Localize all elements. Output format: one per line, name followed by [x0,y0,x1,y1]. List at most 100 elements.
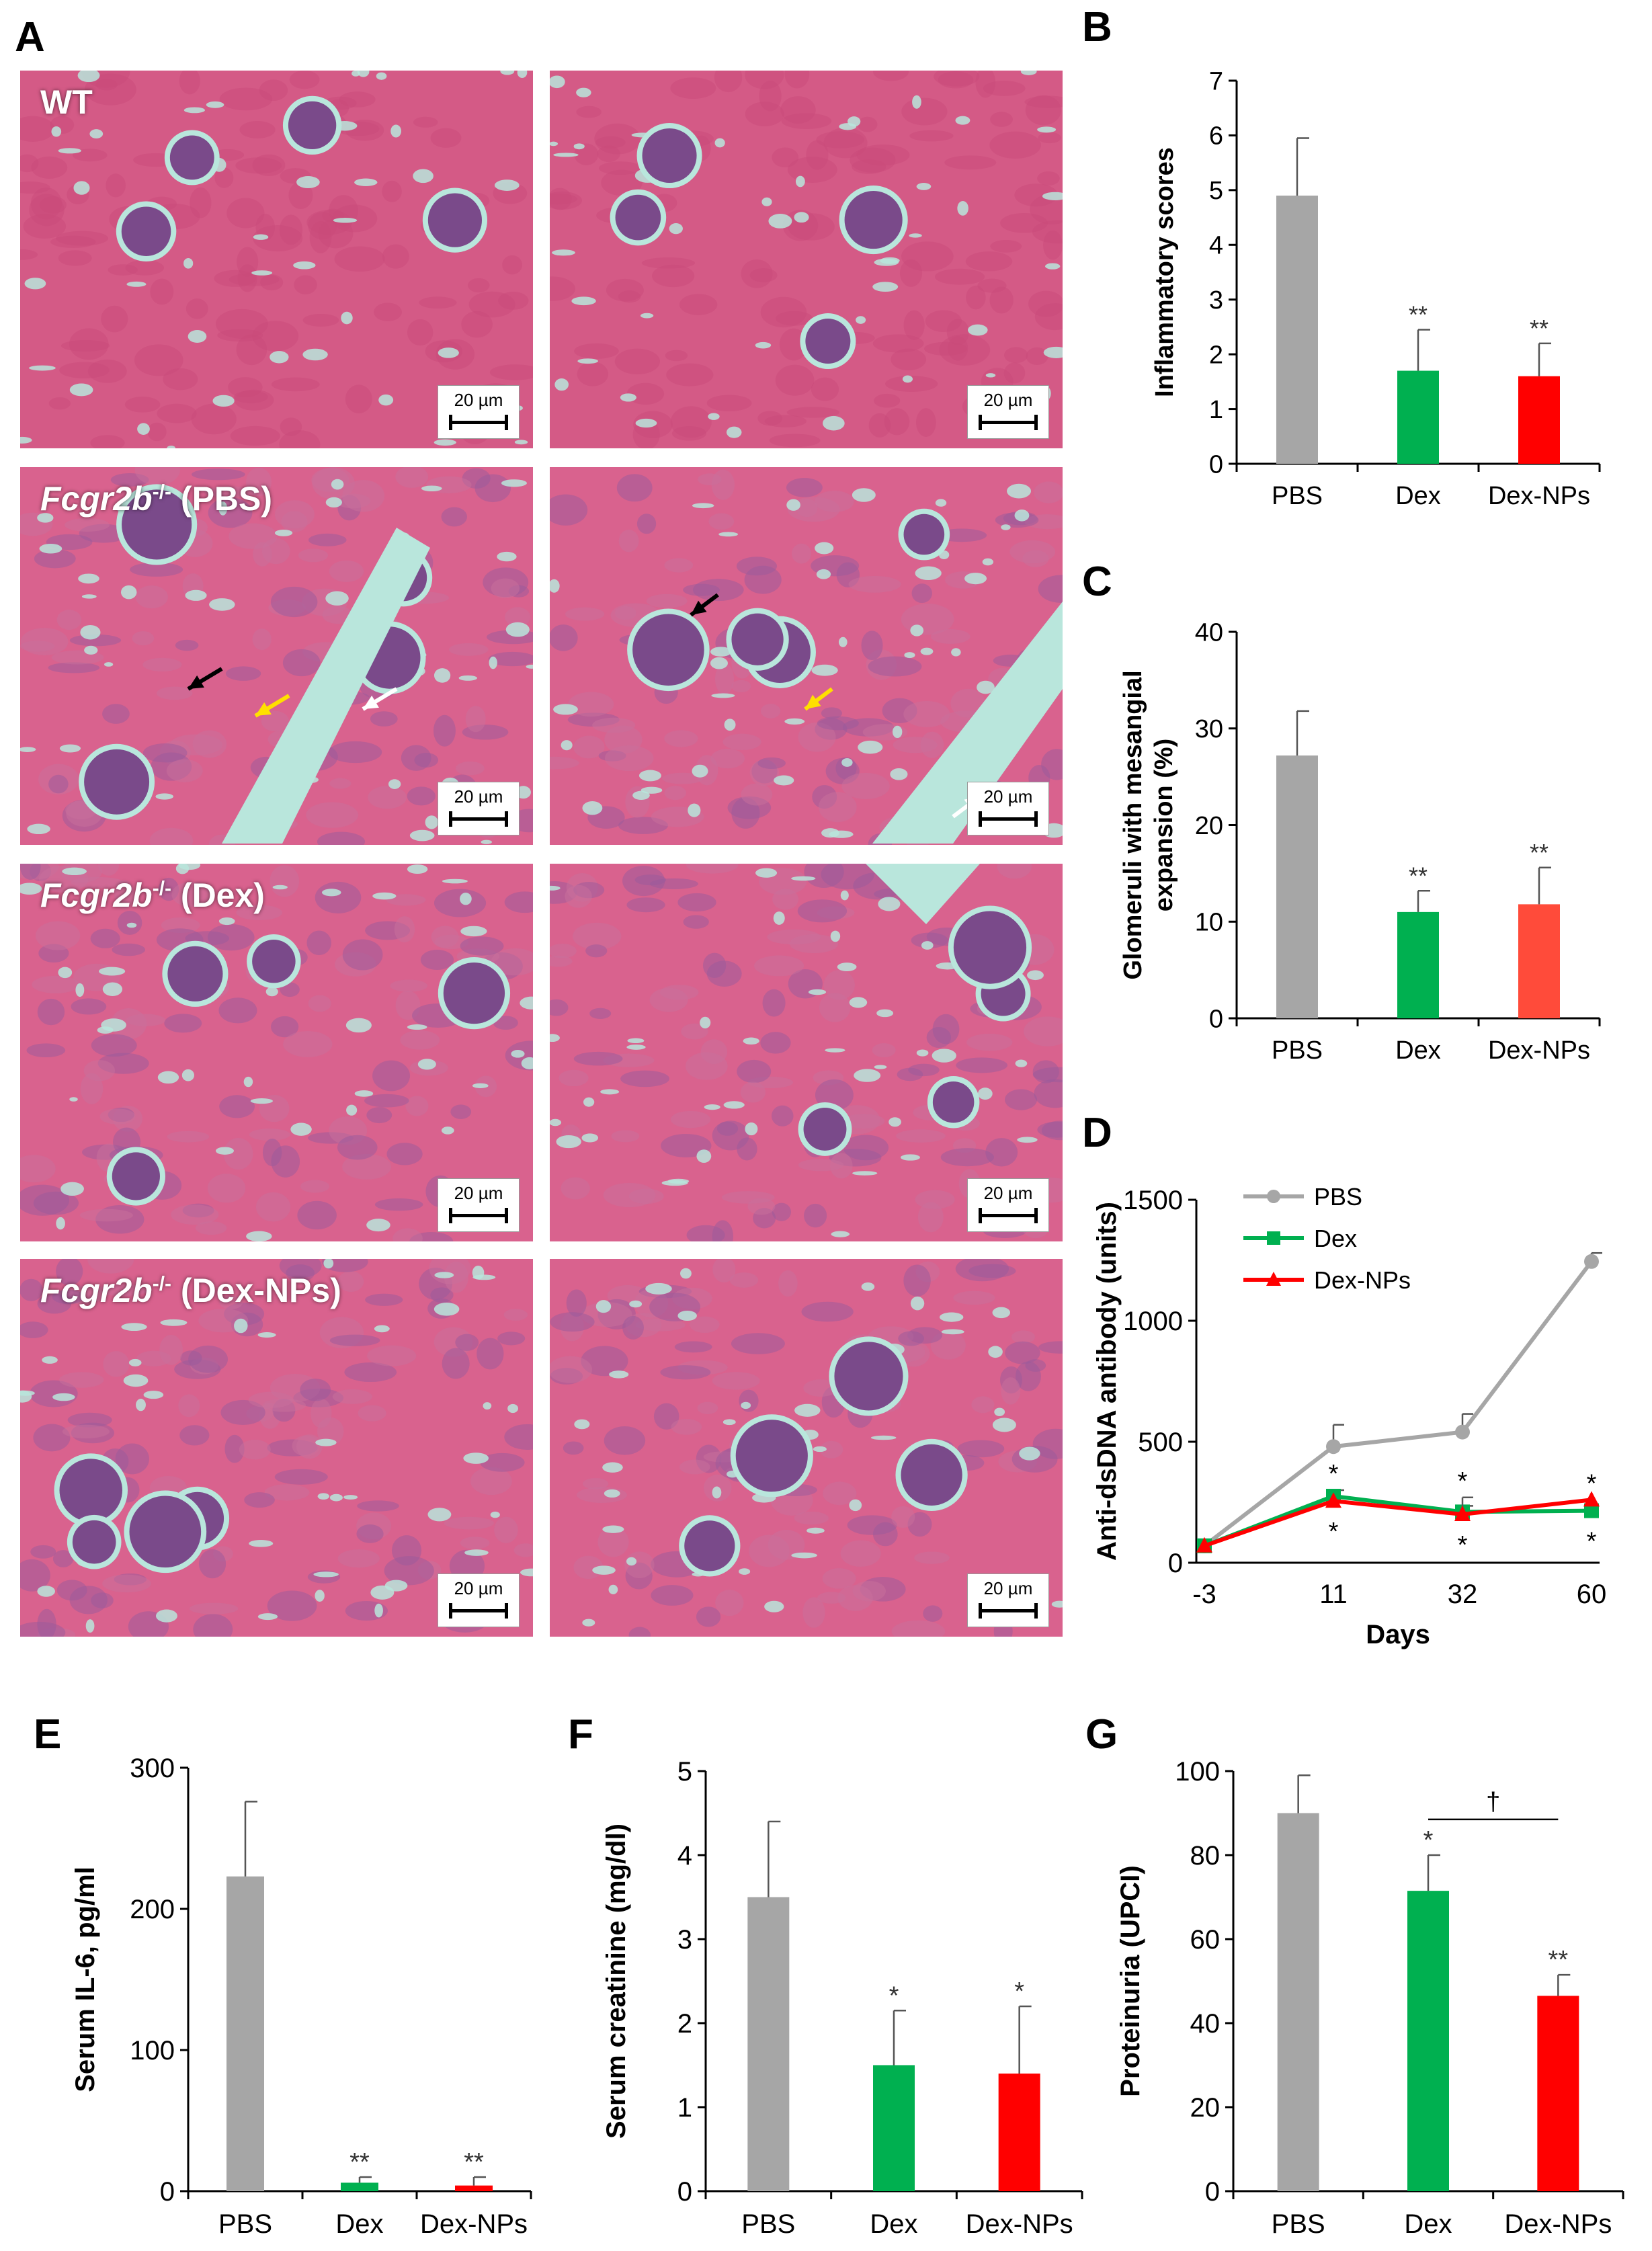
category-label: Dex [1395,482,1441,510]
y-axis-label: Glomeruli with mesangial [1119,670,1147,979]
bar [1277,1813,1319,2191]
histology-image: Fcgr2b-/- (Dex-NPs) 20 µm [20,1259,533,1637]
scale-bar: 20 µm [438,385,520,439]
legend-marker [1267,1190,1280,1203]
significance-mark: ** [1409,862,1428,889]
significance-mark: * [1014,1977,1024,2006]
y-tick-label: 0 [1168,1549,1183,1578]
y-tick-label: 2 [677,2009,692,2039]
panel-label-b: B [1082,4,1112,50]
significance-mark: * [1329,1460,1339,1488]
histology-image: WT 20 µm [20,71,533,448]
panel-label-g: G [1085,1711,1118,1758]
x-axis-label: Days [1366,1620,1430,1649]
y-tick-label: 2 [1209,341,1223,369]
bar [1407,1891,1449,2191]
histology-image: Fcgr2b-/- (Dex) 20 µm [20,864,533,1241]
bar [998,2074,1040,2191]
significance-mark: ** [1409,301,1428,329]
y-tick-label: 1000 [1123,1307,1183,1336]
chart-g-proteinuria: 0 20 40 60 80 100 PBS Dex * Dex-NPs ** Proteinuria … [1116,1757,1624,2238]
significance-mark: ** [1548,1946,1569,1974]
panel-label-c: C [1082,559,1112,605]
bar [341,2182,378,2191]
y-tick-label: 3 [1209,286,1223,315]
bar [226,1876,264,2191]
histology-image: 20 µm [550,864,1063,1241]
data-point [1326,1439,1341,1455]
y-tick-label: 200 [130,1895,175,1924]
series-line [1204,1498,1592,1548]
significance-mark: ** [1530,839,1548,866]
significance-mark: * [1458,1531,1468,1559]
scale-bar: 20 µm [438,1178,520,1232]
legend-label: Dex [1314,1225,1357,1252]
significance-mark: ** [464,2148,484,2176]
histology-row-label: Fcgr2b-/- (PBS) [40,480,273,518]
category-label: Dex-NPs [966,2209,1073,2238]
bar [1397,370,1439,464]
y-tick-label: 30 [1195,715,1223,743]
chart-c-glomeruli-mesangial: 0 10 20 30 40 PBS Dex ** Dex-NPs ** Glomeruli with… [1119,618,1601,1065]
category-label: Dex-NPs [420,2209,528,2238]
data-point [1325,1492,1341,1508]
bar [747,1897,790,2191]
histology-image: 20 µm [550,467,1063,845]
y-tick-label: 0 [1209,1005,1223,1033]
panel-label-f: F [568,1711,593,1758]
bar [1397,911,1439,1018]
legend-marker [1266,1272,1281,1286]
y-tick-label: 500 [1138,1428,1183,1457]
category-label: PBS [741,2209,795,2238]
y-tick-label: 3 [677,1925,692,1955]
series-line [1203,1493,1592,1548]
y-axis-label: expansion (%) [1150,739,1178,912]
histology-row-label: Fcgr2b-/- (Dex) [40,876,265,914]
category-label: PBS [218,2209,272,2238]
scale-bar: 20 µm [438,1573,520,1627]
category-label: Dex-NPs [1488,482,1590,510]
y-tick-label: 6 [1209,122,1223,151]
y-tick-label: 1 [677,2093,692,2123]
data-point [1454,1506,1471,1521]
y-axis-label: Proteinuria (UPCI) [1116,1865,1145,2096]
x-tick-label: -3 [1192,1580,1216,1609]
histology-row-label: Fcgr2b-/- (Dex-NPs) [40,1272,341,1309]
y-axis-label: Serum creatinine (mg/dl) [602,1824,631,2139]
significance-mark: ** [349,2148,370,2176]
x-tick-label: 60 [1577,1580,1607,1609]
y-axis-label: Inflammatory scores [1151,147,1179,397]
significance-mark: * [1587,1528,1597,1556]
significance-mark: * [889,1981,899,2010]
category-label: PBS [1272,2209,1325,2238]
bar [455,2185,493,2191]
data-point [1584,1503,1599,1518]
scale-bar: 20 µm [967,782,1049,835]
data-point [1583,1491,1600,1507]
series-line [1203,1260,1594,1548]
chart-d-anti-dsdna: 0 500 1000 1500 -3 11 32 60 Days Anti-dsDNA antib… [1092,1183,1607,1649]
category-label: PBS [1272,1036,1323,1065]
y-tick-label: 1 [1209,396,1223,424]
data-point [1584,1254,1599,1269]
chart-b-inflammatory-scores: 0 1 2 3 4 5 6 7 PBS Dex ** Dex-NPs ** Inflammatory sc… [1151,67,1601,510]
histology-image: 20 µm [550,71,1063,448]
significance-mark: * [1329,1518,1339,1546]
legend-marker [1267,1231,1280,1245]
scale-bar: 20 µm [438,782,520,835]
y-tick-label: 20 [1195,812,1223,840]
y-tick-label: 100 [1175,1757,1220,1787]
y-tick-label: 20 [1190,2093,1221,2123]
x-tick-label: 11 [1319,1580,1348,1609]
panel-label-e: E [34,1711,62,1758]
panel-label-d: D [1082,1110,1112,1156]
y-tick-label: 0 [1205,2177,1220,2207]
y-tick-label: 0 [1209,450,1223,479]
category-label: Dex-NPs [1504,2209,1612,2238]
y-tick-label: 300 [130,1754,175,1783]
scale-bar: 20 µm [967,385,1049,439]
y-tick-label: 100 [130,2036,175,2065]
y-tick-label: 40 [1195,618,1223,647]
bar [873,2065,915,2191]
y-tick-label: 1500 [1123,1186,1183,1215]
